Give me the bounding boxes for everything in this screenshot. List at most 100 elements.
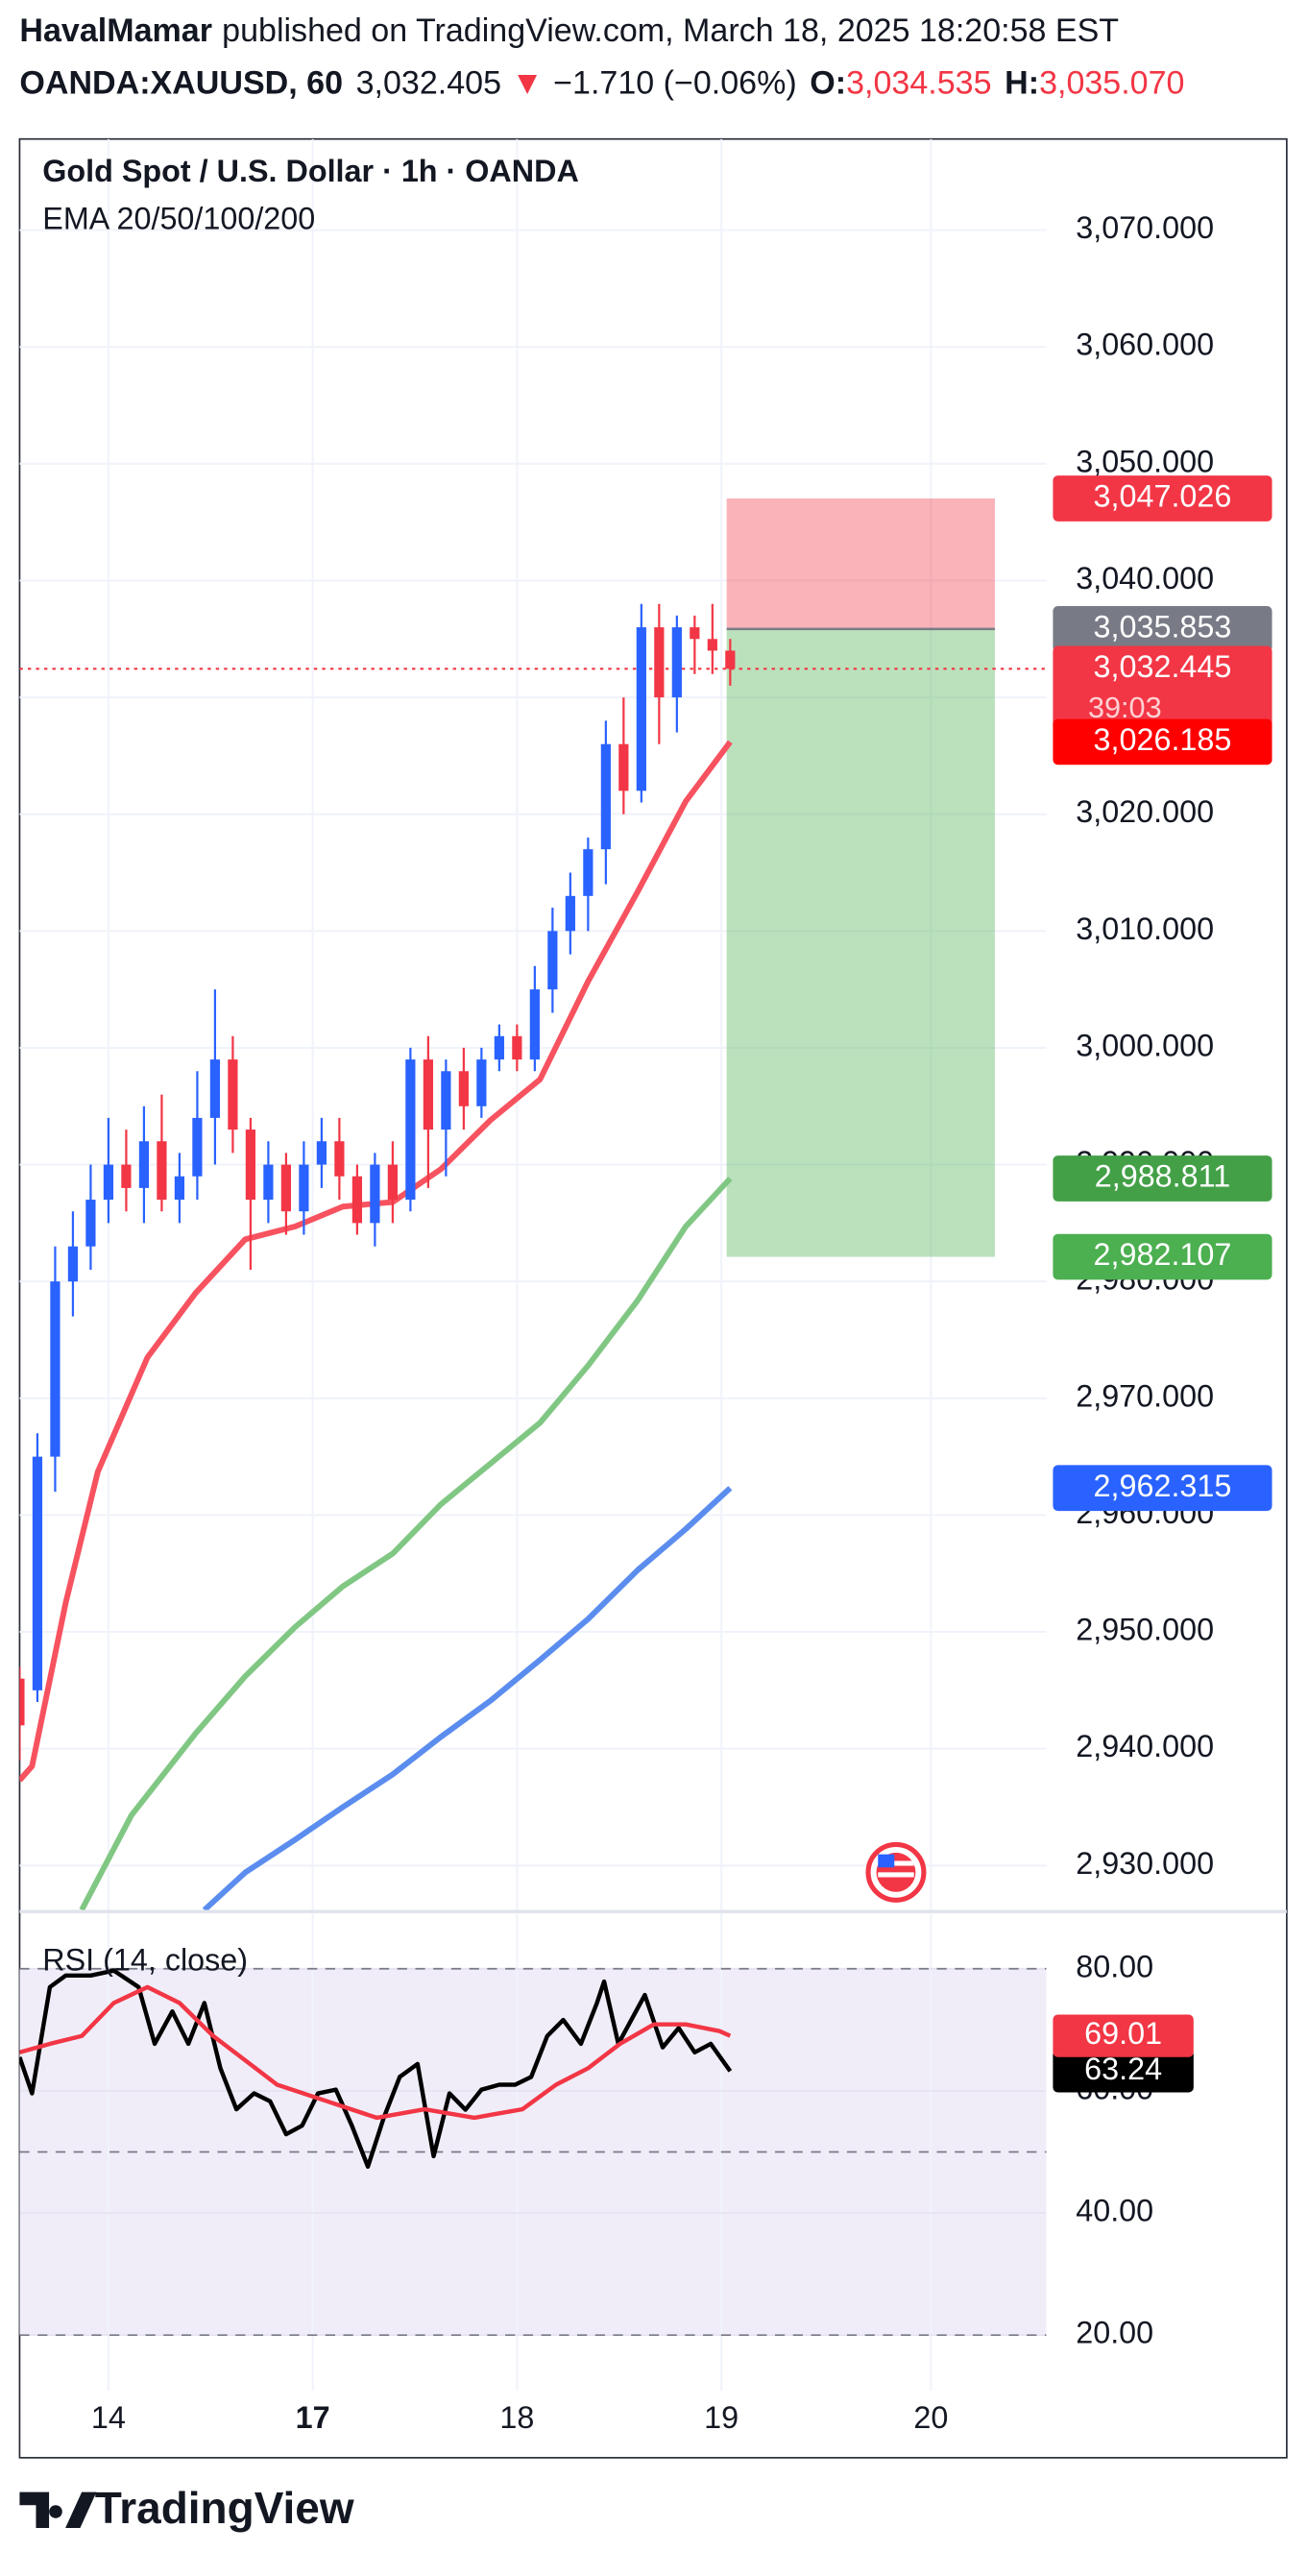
candle-body	[690, 627, 700, 640]
y-tick-label: 3,000.000	[1076, 1028, 1214, 1062]
x-tick-label: 19	[704, 2400, 739, 2435]
x-tick-label: 20	[913, 2400, 948, 2435]
price-badge-label: 3,032.445	[1094, 649, 1232, 684]
rsi-tick-label: 80.00	[1076, 1949, 1153, 1983]
price-badge	[1053, 1233, 1272, 1280]
rsi-badge	[1053, 2014, 1194, 2057]
line	[202, 1486, 733, 1910]
high: 3,035.070	[1039, 65, 1184, 102]
candle-body	[458, 1071, 469, 1106]
event-icon	[865, 1841, 927, 1903]
candle-body	[512, 1035, 522, 1060]
line	[19, 1968, 733, 2170]
price-badge	[1053, 645, 1272, 732]
y-tick-label: 3,010.000	[1076, 911, 1214, 946]
price-badge-label: 3,026.185	[1094, 722, 1232, 757]
target-zone	[726, 628, 995, 1257]
candle-body	[299, 1164, 309, 1212]
price-badge	[1053, 718, 1272, 766]
candle-body	[228, 1059, 238, 1130]
line	[79, 1176, 733, 1910]
price-badge	[1053, 1155, 1272, 1202]
countdown: 39:03	[1088, 692, 1162, 724]
chart-subtitle: EMA 20/50/100/200	[42, 201, 315, 235]
candle-body	[671, 627, 682, 698]
y-tick-label: 3,020.000	[1076, 794, 1214, 829]
candle-body	[103, 1164, 114, 1201]
candle-body	[192, 1117, 203, 1177]
candle-body	[157, 1141, 167, 1201]
candle-body	[423, 1059, 433, 1130]
candle-body	[387, 1164, 398, 1201]
brand: TradingView	[95, 2483, 354, 2533]
candle-body	[280, 1164, 292, 1212]
candle-body	[476, 1059, 487, 1106]
y-tick-label: 2,940.000	[1076, 1729, 1214, 1763]
candle-body	[138, 1141, 150, 1188]
quote-line: OANDA:XAUUSD, 60 3,032.405 ▼ −1.710 (−0.06%…	[19, 65, 1184, 102]
candle-body	[19, 1678, 25, 1726]
frame	[18, 137, 1288, 2459]
candle-body	[529, 989, 540, 1060]
candle-body	[583, 849, 593, 896]
candle-body	[600, 743, 611, 850]
candle-body	[494, 1035, 504, 1060]
byline: HavalMamar published on TradingView.com, …	[19, 12, 1119, 49]
rsi-pane	[19, 1912, 1047, 2392]
plot-layer: 2,930.0002,940.0002,950.0002,960.0002,97…	[19, 138, 1272, 2435]
y-tick-label: 3,040.000	[1076, 561, 1214, 595]
price-badge	[1053, 1465, 1272, 1512]
line	[19, 740, 733, 1783]
price-badge	[1053, 475, 1272, 522]
candle-body	[351, 1176, 362, 1224]
arrow: ▼	[511, 65, 544, 102]
candle-body	[209, 1059, 221, 1118]
price-badge-label: 2,988.811	[1095, 1159, 1230, 1194]
open-label: O:	[810, 65, 846, 102]
price-badge-label: 3,035.853	[1094, 609, 1232, 644]
x-tick-label: 17	[296, 2400, 330, 2435]
candle-body	[441, 1071, 451, 1130]
y-tick-label: 2,950.000	[1076, 1613, 1214, 1647]
last-price: 3,032.405	[356, 65, 501, 102]
candle-body	[85, 1200, 96, 1247]
rsi-tick-label: 20.00	[1076, 2316, 1153, 2350]
line	[19, 1984, 732, 2121]
candle-body	[370, 1164, 380, 1224]
price-badge-label: 3,047.026	[1094, 479, 1232, 514]
symbol: OANDA:XAUUSD, 60	[19, 65, 343, 102]
candle-body	[263, 1164, 274, 1201]
candle-body	[618, 743, 629, 791]
logo: TradingView	[19, 2483, 354, 2533]
candle-body	[50, 1281, 61, 1457]
author: HavalMamar	[19, 12, 212, 49]
rsi-tick-label: 40.00	[1076, 2194, 1153, 2228]
high-label: H:	[1005, 65, 1039, 102]
y-tick-label: 3,050.000	[1076, 444, 1214, 478]
candle-body	[405, 1059, 416, 1201]
rsi-badge-label: 63.24	[1084, 2052, 1162, 2086]
rsi-title: RSI (14, close)	[42, 1943, 248, 1978]
candle-body	[707, 639, 717, 651]
candle-body	[636, 627, 646, 791]
price-badge-label: 2,962.315	[1094, 1469, 1232, 1503]
chart-title: Gold Spot / U.S. Dollar · 1h · OANDA	[42, 154, 579, 188]
candle-body	[32, 1456, 43, 1690]
open: 3,034.535	[846, 65, 991, 102]
rsi-badge-label: 69.01	[1084, 2016, 1162, 2051]
byline-text: published on TradingView.com, March 18, …	[222, 12, 1119, 49]
candle-body	[654, 627, 665, 698]
candle-body	[67, 1246, 79, 1282]
price-pane	[19, 138, 1047, 1910]
candle-body	[121, 1164, 132, 1188]
candle-body	[725, 650, 736, 669]
stop-zone	[726, 498, 995, 629]
candle-body	[334, 1141, 345, 1177]
price-badge	[1053, 606, 1272, 652]
price-badge-label: 2,982.107	[1094, 1237, 1232, 1272]
rsi-badge	[1053, 2050, 1194, 2093]
y-tick-label: 2,970.000	[1076, 1378, 1214, 1413]
x-tick-label: 14	[91, 2400, 126, 2435]
y-tick-label: 3,070.000	[1076, 210, 1214, 245]
